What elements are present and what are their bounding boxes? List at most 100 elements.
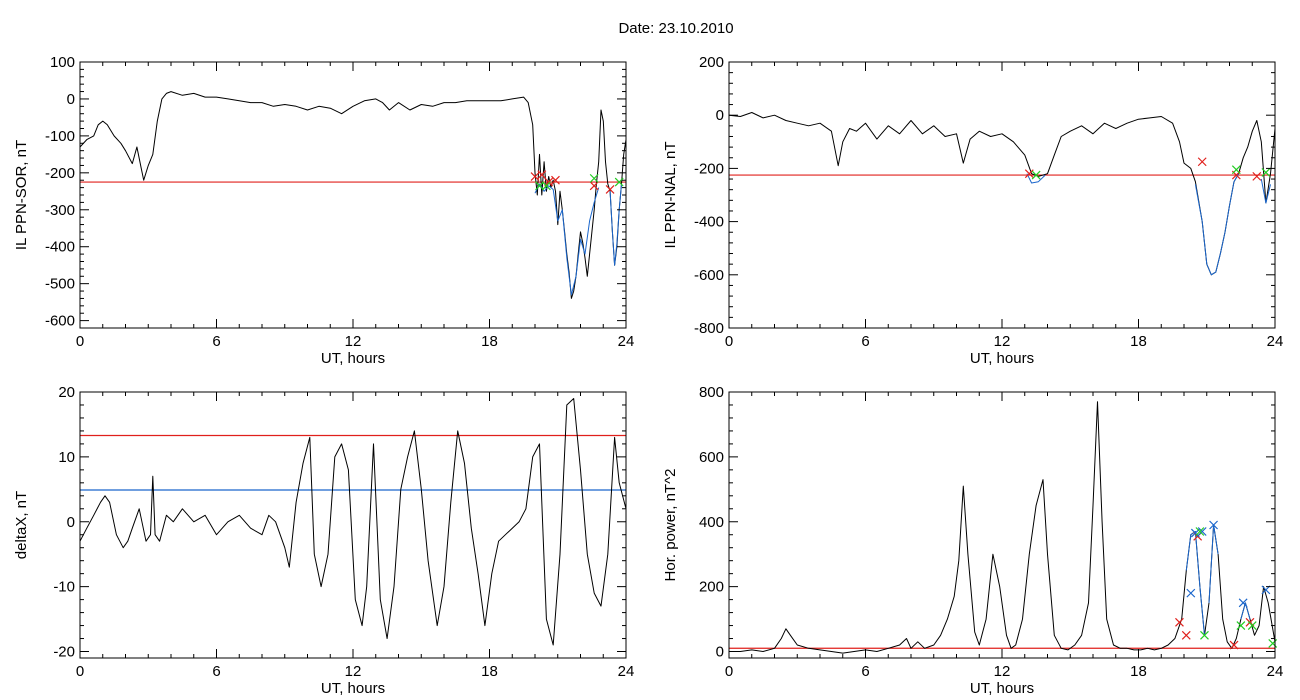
y-tick-label: -100 [45,128,75,145]
marker-point-2 [1181,630,1191,640]
y-tick-label: -200 [694,160,724,177]
marker-point-11 [1261,585,1271,595]
marker-point-5 [1031,170,1041,180]
marker-point-7 [1261,167,1271,177]
y-axis-label: Hor. power, nT^2 [662,469,679,582]
x-tick-label: 0 [725,663,733,680]
y-axis-label: deltaX, nT [13,491,30,559]
x-tick-label: 0 [76,333,84,350]
marker-point-9 [1209,520,1218,530]
y-axis-label: IL PPN-NAL, nT [662,142,679,249]
x-axis-label: UT, hours [970,680,1034,697]
y-tick-label: -500 [45,276,75,293]
marker-point-1 [530,172,540,181]
x-tick-label: 12 [994,333,1011,350]
marker-point-6 [605,185,615,194]
x-axis-label: UT, hours [970,350,1034,367]
y-tick-label: -200 [45,165,75,182]
series-line-1 [80,91,626,299]
marker-point-6 [1231,165,1241,175]
x-tick-label: 24 [618,663,635,680]
marker-point-15 [1247,621,1257,630]
y-tick-label: 600 [699,449,724,466]
marker-point-2 [1197,157,1207,167]
y-tick-label: 10 [58,449,75,466]
chart-panel-2: 0 6 12 18 24 -800 -600 -400 -200 0 200 UT, hours IL … [662,54,1283,367]
marker-point-4 [1252,171,1262,181]
y-tick-label: -600 [694,267,724,284]
marker-point-4 [1229,640,1239,650]
series-line-4 [1240,602,1251,620]
y-tick-label: 100 [50,54,75,71]
series-line-2 [1194,173,1240,276]
marker-point-14 [1236,621,1246,630]
series-line-1 [729,112,1275,276]
chart-panel-1: 0 6 12 18 24 -600 -500 -400 -300 -200 -100 0 100 UT, … [13,54,634,367]
y-tick-label: -800 [694,320,724,337]
y-tick-label: 200 [699,54,724,71]
series-line-3 [1208,524,1219,603]
x-tick-label: 24 [618,333,635,350]
series-line-4 [1260,178,1271,204]
x-tick-label: 6 [212,333,220,350]
marker-point-1 [1024,169,1034,179]
marker-point-10 [1238,598,1248,608]
x-tick-label: 12 [345,663,362,680]
x-tick-label: 18 [1130,333,1147,350]
y-tick-label: 0 [716,644,724,661]
y-tick-label: -400 [694,214,724,231]
x-tick-label: 18 [481,663,498,680]
plot-frame [728,391,1276,659]
marker-point-6 [1186,588,1196,598]
x-tick-label: 6 [212,663,220,680]
marker-point-10 [614,177,624,187]
y-tick-label: -600 [45,313,75,330]
series-line-3 [609,183,622,266]
marker-point-2 [537,170,547,180]
x-tick-label: 12 [345,333,362,350]
y-tick-label: 800 [699,384,724,401]
y-tick-label: 0 [716,107,724,124]
x-tick-label: 0 [76,663,84,680]
series-line-3 [1026,173,1046,184]
y-tick-label: -300 [45,202,75,219]
x-tick-label: 24 [1267,333,1284,350]
x-tick-label: 12 [994,663,1011,680]
y-axis-label: IL PPN-SOR, nT [13,140,30,250]
plot-frame [79,61,627,329]
chart-panel-3: 0 6 12 18 24 -20 -10 0 10 20 UT, hours deltaX, nT [13,384,634,697]
marker-point-4 [551,175,560,185]
marker-point-7 [535,181,544,191]
series-line-1 [80,398,626,646]
y-tick-label: -20 [53,644,75,661]
y-tick-label: 0 [67,91,75,108]
y-tick-label: -400 [45,239,75,256]
x-tick-label: 18 [481,333,498,350]
marker-point-1 [1175,617,1184,627]
marker-point-16 [1268,638,1278,648]
chart-panel-4: 0 6 12 18 24 0 200 400 600 800 UT, hours Hor. power… [662,384,1283,697]
x-tick-label: 24 [1267,663,1284,680]
x-tick-label: 18 [1130,663,1147,680]
marker-point-5 [589,181,599,191]
x-axis-label: UT, hours [321,680,385,697]
plot-frame [728,61,1276,329]
figure-title: Date: 23.10.2010 [618,20,733,37]
x-axis-label: UT, hours [321,350,385,367]
y-tick-label: -10 [53,579,75,596]
y-tick-label: 20 [58,384,75,401]
x-tick-label: 6 [861,663,869,680]
x-tick-label: 6 [861,333,869,350]
y-tick-label: 0 [67,514,75,531]
x-tick-label: 0 [725,333,733,350]
marker-point-12 [1195,527,1205,536]
marker-point-8 [541,181,551,191]
marker-point-8 [1197,527,1207,536]
marker-point-9 [589,173,599,183]
plot-frame [79,391,627,659]
series-line-2 [534,183,600,296]
y-tick-label: 200 [699,579,724,596]
marker-point-13 [1200,630,1209,640]
series-line-1 [729,401,1275,654]
